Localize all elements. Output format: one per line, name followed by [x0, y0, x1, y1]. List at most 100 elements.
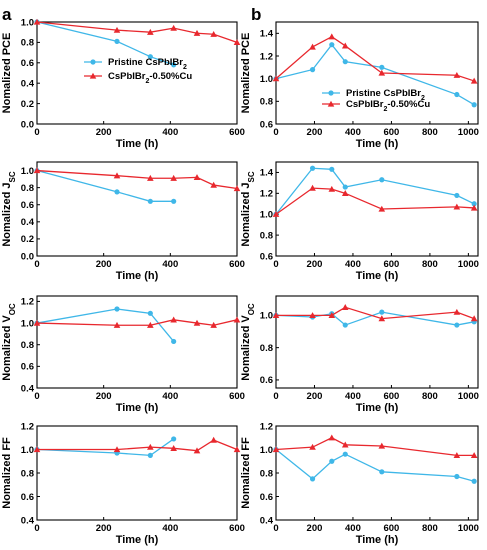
- y-tick-label: 0.8: [21, 38, 34, 49]
- x-tick-label: 0: [34, 127, 39, 138]
- data-point-pristine: [379, 177, 385, 183]
- y-tick-label: 0.0: [21, 119, 34, 130]
- data-point-cu: [113, 172, 121, 179]
- y-tick-label: 1.4: [260, 168, 274, 179]
- data-point-cu: [272, 446, 280, 453]
- data-point-cu: [233, 446, 241, 453]
- series-line-pristine: [275, 311, 475, 326]
- plot-frame: [275, 295, 479, 389]
- y-tick-label: 0.6: [21, 362, 34, 373]
- data-point-cu: [328, 312, 336, 319]
- y-tick-label: 1.0: [21, 318, 34, 329]
- y-axis-label: Nomalized FF: [240, 437, 252, 509]
- y-axis-label: Nomalized VOC: [240, 303, 256, 381]
- x-tick-label: 200: [307, 259, 323, 270]
- data-point-cu: [147, 174, 154, 181]
- data-point-pristine: [114, 38, 120, 44]
- panel-letter-b: b: [251, 5, 261, 24]
- x-tick-label: 800: [422, 523, 438, 534]
- series-line-pristine: [36, 21, 174, 66]
- plot-frame: [275, 21, 479, 125]
- legend-text-pristine: Pristine CsPbIBr: [108, 57, 183, 68]
- legend-sub-pristine: 2: [421, 95, 425, 102]
- data-point-cu: [328, 434, 336, 441]
- y-tick-label: 1.2: [260, 421, 273, 432]
- data-point-pristine: [329, 458, 335, 464]
- data-point-cu: [309, 443, 316, 450]
- y-tick-label: 0.8: [260, 97, 273, 108]
- x-tick-label: 400: [345, 259, 361, 270]
- x-tick-label: 0: [273, 391, 278, 402]
- data-point-cu: [170, 174, 177, 181]
- chart-b-1: 0 200 400 600 800 1000 0.6 0.8 1.0 1.2 1.4 Time (h)…: [240, 161, 479, 282]
- y-tick-label: 0.6: [260, 119, 273, 130]
- data-point-cu: [210, 436, 217, 443]
- series-line-cu: [36, 21, 238, 44]
- data-point-pristine: [171, 198, 177, 204]
- y-axis-label: Nomalized PCE: [240, 33, 252, 114]
- legend-marker-pristine: [90, 59, 96, 65]
- y-tick-label: 0.6: [260, 375, 273, 386]
- x-axis-label: Time (h): [116, 270, 159, 282]
- y-tick-label: 0.4: [21, 79, 35, 90]
- chart-a-2: 0 200 400 600 0.4 0.6 0.8 1.0 1.2 Time (h) Nomaliz…: [1, 295, 245, 414]
- y-axis-label-main: Nomalized FF: [240, 437, 252, 509]
- data-point-cu: [170, 24, 177, 31]
- legend-label-cu: CsPbIBr2-0.50%Cu: [346, 99, 430, 113]
- x-tick-label: 400: [345, 523, 361, 534]
- x-tick-label: 200: [96, 391, 112, 402]
- data-point-cu: [147, 321, 154, 328]
- data-point-pristine: [471, 201, 477, 207]
- data-point-cu: [378, 69, 386, 76]
- data-point-pristine: [379, 64, 385, 70]
- chart-b-0: 0 200 400 600 800 1000 0.6 0.8 1.0 1.2 1.4 Time (h)…: [240, 21, 479, 150]
- data-point-pristine: [454, 322, 460, 328]
- data-point-cu: [309, 312, 316, 319]
- data-point-cu: [233, 316, 241, 323]
- plot-frame: [275, 161, 479, 257]
- y-tick-label: 1.2: [21, 297, 34, 308]
- legend-marker-cu: [89, 72, 97, 79]
- data-point-cu: [341, 441, 349, 448]
- data-point-cu: [272, 75, 280, 82]
- y-tick-label: 1.0: [260, 311, 273, 322]
- y-tick-label: 0.4: [21, 383, 35, 394]
- x-tick-label: 800: [422, 259, 438, 270]
- data-point-cu: [193, 447, 201, 454]
- data-point-cu: [193, 319, 201, 326]
- plot-frame: [36, 425, 238, 521]
- data-point-cu: [272, 312, 280, 319]
- y-tick-label: 0.6: [260, 492, 273, 503]
- data-point-cu: [33, 18, 41, 25]
- y-tick-label: 0.6: [21, 492, 34, 503]
- x-tick-label: 600: [229, 391, 245, 402]
- x-axis-label: Time (h): [356, 534, 399, 546]
- x-tick-label: 200: [307, 523, 323, 534]
- data-point-cu: [210, 30, 217, 37]
- data-point-cu: [470, 452, 478, 459]
- x-tick-label: 1000: [458, 259, 479, 270]
- data-point-cu: [470, 77, 478, 84]
- legend-suffix-cu: -0.50%Cu: [387, 99, 430, 110]
- data-point-cu: [378, 442, 386, 449]
- y-axis-label: Nomalized FF: [1, 437, 13, 509]
- x-tick-label: 800: [422, 391, 438, 402]
- data-point-pristine: [171, 62, 177, 68]
- x-tick-label: 200: [96, 259, 112, 270]
- data-point-cu: [309, 43, 316, 50]
- data-point-cu: [328, 185, 336, 192]
- series-line-pristine: [36, 308, 175, 342]
- y-tick-label: 1.0: [260, 74, 273, 85]
- chart-a-0: 0 200 400 600 0.0 0.2 0.4 0.6 0.8 1.0 Time (h) Noma…: [1, 17, 245, 150]
- y-tick-label: 1.2: [21, 421, 34, 432]
- data-point-pristine: [329, 166, 335, 172]
- x-tick-label: 0: [34, 259, 39, 270]
- x-tick-label: 1000: [458, 523, 479, 534]
- data-point-pristine: [114, 189, 120, 195]
- data-point-pristine: [454, 91, 460, 98]
- data-point-cu: [378, 205, 386, 212]
- y-tick-label: 0.4: [260, 515, 274, 526]
- data-point-pristine: [454, 473, 460, 480]
